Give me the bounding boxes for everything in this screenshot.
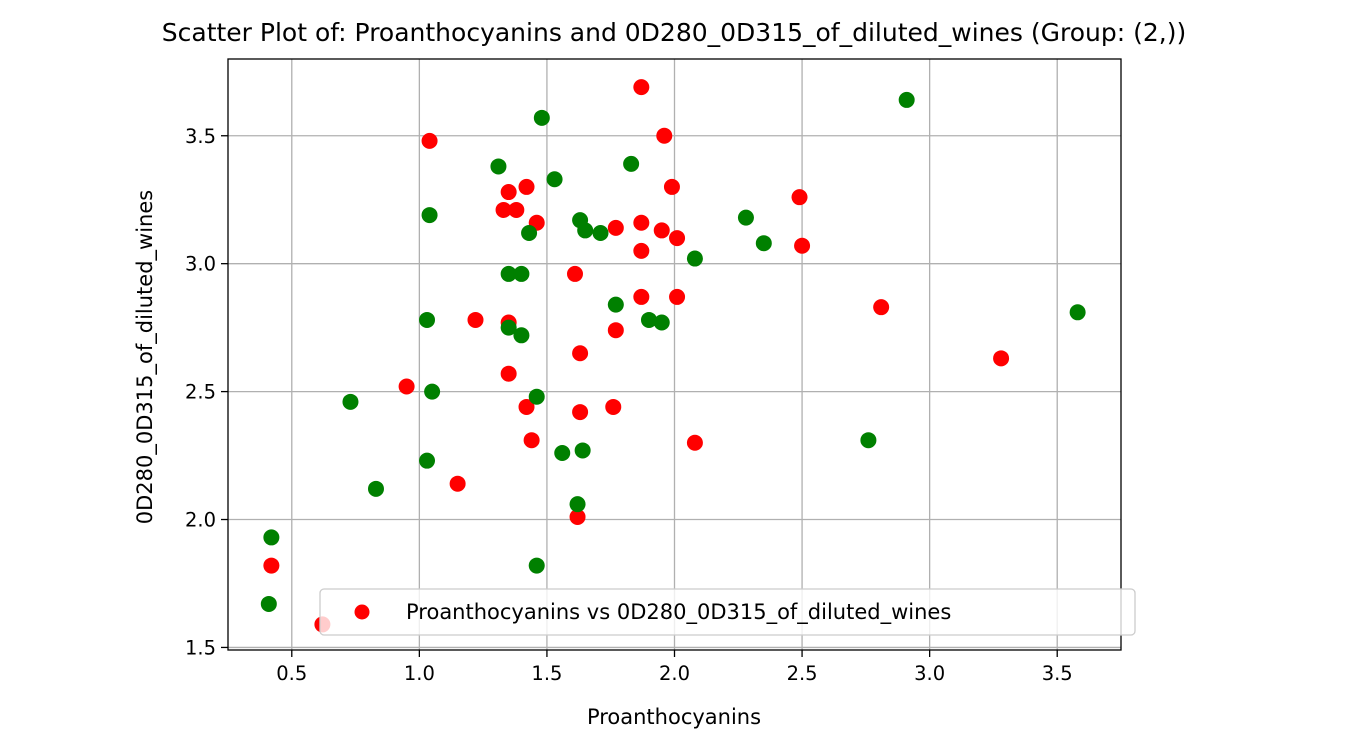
green-data-point xyxy=(755,235,772,252)
green-data-point xyxy=(419,452,436,469)
green-data-point xyxy=(421,207,438,224)
red-data-point xyxy=(653,222,670,239)
green-data-point xyxy=(546,171,563,188)
red-data-point xyxy=(607,219,624,236)
red-data-point xyxy=(993,350,1010,367)
red-data-point xyxy=(518,398,535,415)
green-data-point xyxy=(653,314,670,331)
red-data-point xyxy=(495,201,512,218)
x-axis: 0.5 1.0 1.5 2.0 2.5 3.0 3.5 xyxy=(276,650,1073,685)
red-data-point xyxy=(633,79,650,96)
green-data-point xyxy=(528,557,545,574)
x-tick-label: 3.0 xyxy=(914,662,945,685)
red-data-point xyxy=(398,378,415,395)
x-tick-label: 0.5 xyxy=(276,662,307,685)
red-data-point xyxy=(633,214,650,231)
green-data-point xyxy=(898,91,915,108)
green-data-point xyxy=(640,311,657,328)
green-data-point xyxy=(513,265,530,282)
green-data-point xyxy=(500,265,517,282)
x-tick-label: 1.0 xyxy=(404,662,435,685)
red-data-point xyxy=(518,178,535,195)
red-data-point xyxy=(669,288,686,305)
y-tick-label: 1.5 xyxy=(185,636,216,659)
y-axis: 1.5 2.0 2.5 3.0 3.5 xyxy=(185,125,228,659)
green-data-point xyxy=(554,445,571,461)
red-data-point xyxy=(656,127,673,144)
y-axis-label: 0D280_0D315_of_diluted_wines xyxy=(133,190,158,524)
green-data-point xyxy=(737,209,754,226)
green-data-point xyxy=(860,432,877,449)
y-tick-label: 3.5 xyxy=(185,125,216,148)
red-data-point xyxy=(663,178,680,195)
green-data-point xyxy=(592,224,609,241)
red-data-point xyxy=(500,365,517,382)
green-data-point xyxy=(607,296,624,313)
green-data-point xyxy=(513,327,530,344)
red-data-point xyxy=(263,557,280,574)
chart-title: Scatter Plot of: Proanthocyanins and 0D2… xyxy=(162,18,1186,47)
y-tick-label: 2.5 xyxy=(185,381,216,404)
red-data-point xyxy=(794,237,811,254)
green-data-point xyxy=(577,222,594,239)
red-data-point xyxy=(500,184,517,201)
green-data-point xyxy=(533,109,550,126)
x-tick-label: 3.5 xyxy=(1042,662,1073,685)
green-data-point xyxy=(574,442,591,459)
red-data-point xyxy=(566,265,583,282)
data-points xyxy=(260,79,1086,633)
green-data-point xyxy=(686,250,703,267)
green-data-point xyxy=(263,529,280,546)
y-tick-label: 3.0 xyxy=(185,253,216,276)
x-tick-label: 1.5 xyxy=(531,662,562,685)
red-data-point xyxy=(523,432,540,449)
red-data-point xyxy=(421,132,438,149)
red-data-point xyxy=(633,242,650,259)
x-tick-label: 2.5 xyxy=(787,662,818,685)
x-tick-label: 2.0 xyxy=(659,662,690,685)
legend: Proanthocyanins vs 0D280_0D315_of_dilute… xyxy=(319,588,1136,636)
green-data-point xyxy=(569,496,586,513)
x-axis-label: Proanthocyanins xyxy=(587,705,761,729)
green-data-point xyxy=(367,480,384,497)
green-data-point xyxy=(623,155,640,172)
green-data-point xyxy=(260,595,277,612)
red-data-point xyxy=(607,322,624,339)
red-data-point xyxy=(686,434,703,451)
green-data-point xyxy=(1069,304,1086,321)
green-data-point xyxy=(521,224,538,241)
red-data-point xyxy=(572,404,589,421)
legend-label: Proanthocyanins vs 0D280_0D315_of_dilute… xyxy=(406,600,951,625)
green-data-point xyxy=(419,311,436,328)
red-data-point xyxy=(569,508,586,525)
legend-box xyxy=(319,588,1136,636)
red-data-point xyxy=(633,288,650,305)
red-data-point xyxy=(873,299,890,316)
green-data-point xyxy=(500,319,517,336)
green-data-point xyxy=(490,158,507,175)
green-data-point xyxy=(424,383,441,400)
red-data-point xyxy=(791,189,808,206)
red-data-point xyxy=(467,311,484,328)
red-data-point xyxy=(449,475,466,492)
red-data-point xyxy=(572,345,589,362)
green-data-point xyxy=(528,388,545,405)
legend-marker xyxy=(354,604,370,620)
green-data-point xyxy=(342,393,359,410)
y-tick-label: 2.0 xyxy=(185,509,216,532)
grid-lines xyxy=(228,59,1121,650)
red-data-point xyxy=(605,398,622,415)
red-data-point xyxy=(508,201,525,218)
red-data-point xyxy=(669,230,686,247)
